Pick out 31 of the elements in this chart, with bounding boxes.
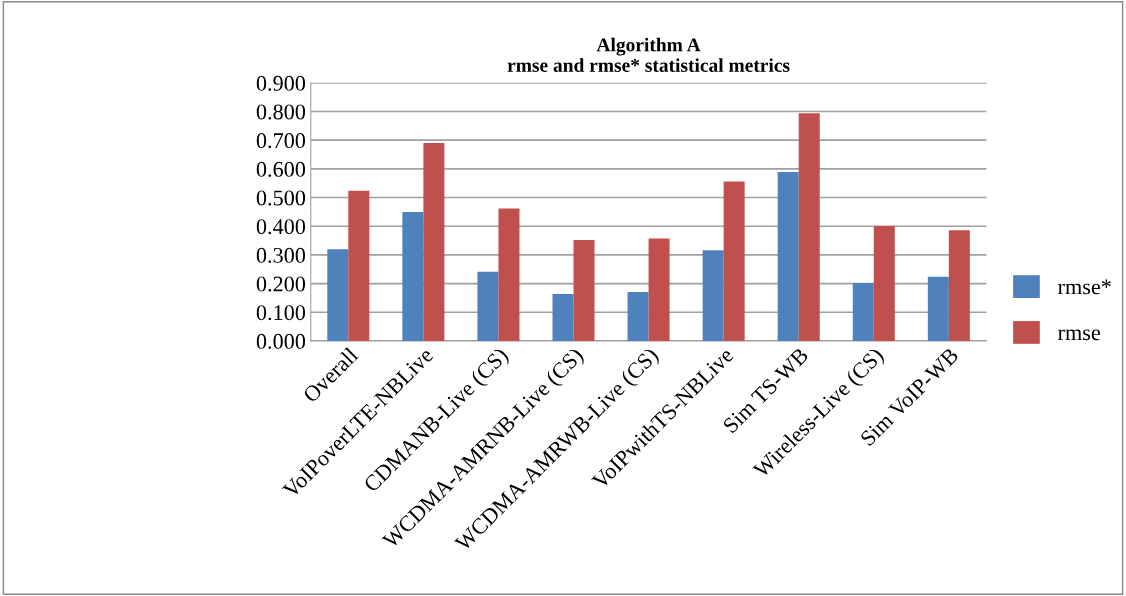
- legend-label: rmse: [1058, 329, 1100, 341]
- y-tick-label: 0.800: [256, 104, 306, 120]
- y-tick-label: 0.700: [256, 133, 306, 149]
- y-tick-label: 0.100: [256, 305, 306, 321]
- bar: [648, 238, 670, 341]
- bar: [627, 291, 649, 341]
- y-tick-label: 0.900: [256, 75, 306, 91]
- chart-title: Algorithm A rmse and rmse* statistical metrics: [507, 37, 790, 72]
- bar: [723, 181, 745, 341]
- bar: [777, 172, 799, 341]
- bar: [948, 230, 970, 341]
- y-tick-label: 0.200: [256, 276, 306, 292]
- y-tick-label: 0.000: [256, 333, 306, 349]
- bar: [702, 250, 724, 341]
- bar: [327, 249, 349, 341]
- bar: [873, 225, 895, 341]
- bar: [852, 282, 874, 341]
- y-tick-label: 0.400: [256, 219, 306, 235]
- bar: [477, 271, 499, 341]
- bar: [423, 143, 445, 341]
- bar: [402, 211, 424, 341]
- legend-label: rmse*: [1058, 279, 1111, 295]
- bar: [348, 190, 370, 341]
- y-tick-label: 0.600: [256, 161, 306, 177]
- bar: [498, 208, 520, 341]
- bar: [798, 113, 820, 341]
- bar: [552, 293, 574, 341]
- y-tick-label: 0.500: [256, 190, 306, 206]
- y-tick-label: 0.300: [256, 247, 306, 263]
- bar: [573, 239, 595, 341]
- bar: [927, 276, 949, 341]
